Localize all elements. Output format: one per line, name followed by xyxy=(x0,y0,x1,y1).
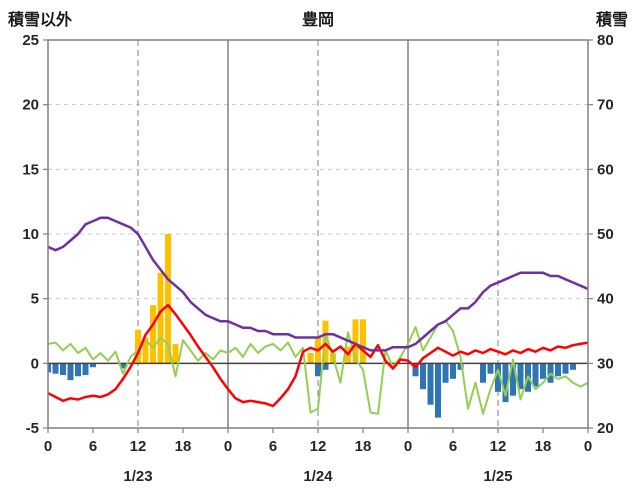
svg-text:30: 30 xyxy=(597,355,614,372)
svg-text:50: 50 xyxy=(597,226,614,243)
svg-text:12: 12 xyxy=(310,438,327,455)
svg-text:18: 18 xyxy=(535,438,552,455)
svg-text:80: 80 xyxy=(597,32,614,49)
svg-text:40: 40 xyxy=(597,291,614,308)
svg-text:-5: -5 xyxy=(26,420,39,437)
svg-text:18: 18 xyxy=(175,438,192,455)
chart-title: 豊岡 xyxy=(301,12,334,29)
svg-text:5: 5 xyxy=(31,291,39,308)
svg-text:18: 18 xyxy=(355,438,372,455)
svg-text:1/23: 1/23 xyxy=(123,468,152,485)
svg-text:12: 12 xyxy=(130,438,147,455)
svg-text:0: 0 xyxy=(404,438,412,455)
left-axis-title: 積雪以外 xyxy=(8,12,73,29)
svg-text:6: 6 xyxy=(449,438,457,455)
svg-text:12: 12 xyxy=(490,438,507,455)
svg-text:1/25: 1/25 xyxy=(483,468,512,485)
svg-text:0: 0 xyxy=(584,438,592,455)
svg-text:0: 0 xyxy=(31,355,39,372)
svg-text:25: 25 xyxy=(22,32,39,49)
right-axis-title: 積雪 xyxy=(595,12,628,29)
svg-text:1/24: 1/24 xyxy=(303,468,333,485)
svg-text:0: 0 xyxy=(224,438,232,455)
svg-text:6: 6 xyxy=(89,438,97,455)
svg-text:15: 15 xyxy=(22,161,39,178)
svg-text:20: 20 xyxy=(22,97,39,114)
svg-text:0: 0 xyxy=(44,438,52,455)
svg-text:6: 6 xyxy=(269,438,277,455)
svg-text:20: 20 xyxy=(597,420,614,437)
svg-text:10: 10 xyxy=(22,226,39,243)
svg-text:70: 70 xyxy=(597,97,614,114)
svg-text:60: 60 xyxy=(597,161,614,178)
